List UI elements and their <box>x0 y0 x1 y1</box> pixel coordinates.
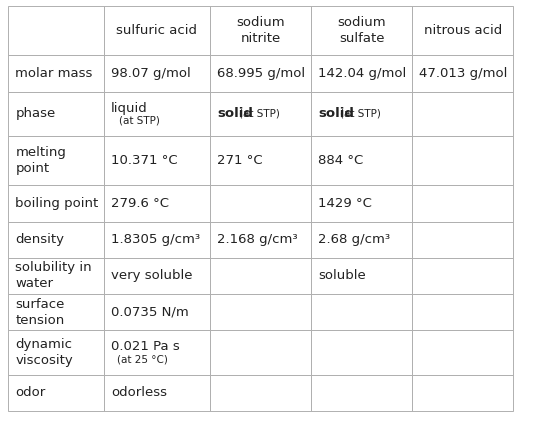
Text: 2.68 g/cm³: 2.68 g/cm³ <box>318 233 390 246</box>
Bar <box>104 258 210 294</box>
Text: dynamic
viscosity: dynamic viscosity <box>15 338 73 367</box>
Bar <box>311 92 412 136</box>
Text: 0.0735 N/m: 0.0735 N/m <box>111 305 188 319</box>
Bar <box>210 185 311 222</box>
Text: sodium
nitrite: sodium nitrite <box>236 16 285 46</box>
Text: 47.013 g/mol: 47.013 g/mol <box>419 67 508 80</box>
Bar <box>210 6 311 55</box>
Text: 2.168 g/cm³: 2.168 g/cm³ <box>217 233 298 246</box>
Text: (at 25 °C): (at 25 °C) <box>117 354 168 364</box>
Bar <box>210 136 311 185</box>
Text: 884 °C: 884 °C <box>318 154 364 167</box>
Text: 142.04 g/mol: 142.04 g/mol <box>318 67 407 80</box>
Bar <box>412 55 513 92</box>
Bar <box>210 330 311 375</box>
Text: 1.8305 g/cm³: 1.8305 g/cm³ <box>111 233 200 246</box>
Bar <box>412 136 513 185</box>
Bar <box>412 375 513 411</box>
Bar <box>8 375 104 411</box>
Bar <box>104 185 210 222</box>
Text: very soluble: very soluble <box>111 269 192 282</box>
Text: liquid: liquid <box>111 102 147 115</box>
Text: sodium
sulfate: sodium sulfate <box>337 16 386 46</box>
Text: 279.6 °C: 279.6 °C <box>111 197 169 210</box>
Bar <box>412 258 513 294</box>
Bar <box>104 294 210 330</box>
Bar <box>8 185 104 222</box>
Bar <box>210 294 311 330</box>
Text: solid: solid <box>318 107 354 121</box>
Bar <box>311 222 412 258</box>
Bar <box>104 55 210 92</box>
Bar <box>210 55 311 92</box>
Bar <box>311 294 412 330</box>
Text: 98.07 g/mol: 98.07 g/mol <box>111 67 191 80</box>
Text: density: density <box>15 233 64 246</box>
Text: boiling point: boiling point <box>15 197 98 210</box>
Text: 68.995 g/mol: 68.995 g/mol <box>217 67 305 80</box>
Text: odor: odor <box>15 386 45 400</box>
Bar <box>311 185 412 222</box>
Bar <box>8 6 104 55</box>
Text: melting
point: melting point <box>15 146 66 176</box>
Bar <box>104 222 210 258</box>
Bar <box>8 330 104 375</box>
Text: phase: phase <box>15 107 56 121</box>
Bar <box>311 330 412 375</box>
Text: 0.021 Pa s: 0.021 Pa s <box>111 340 180 353</box>
Bar <box>412 330 513 375</box>
Bar <box>8 294 104 330</box>
Text: (at STP): (at STP) <box>239 109 280 119</box>
Bar <box>412 185 513 222</box>
Bar <box>104 6 210 55</box>
Bar <box>311 6 412 55</box>
Bar <box>104 136 210 185</box>
Bar <box>104 330 210 375</box>
Bar <box>8 258 104 294</box>
Bar <box>412 294 513 330</box>
Text: (at STP): (at STP) <box>340 109 381 119</box>
Text: 271 °C: 271 °C <box>217 154 263 167</box>
Text: nitrous acid: nitrous acid <box>424 24 502 37</box>
Bar <box>210 92 311 136</box>
Bar <box>8 136 104 185</box>
Bar <box>210 222 311 258</box>
Bar <box>311 136 412 185</box>
Bar <box>412 92 513 136</box>
Bar <box>412 6 513 55</box>
Text: molar mass: molar mass <box>15 67 93 80</box>
Bar <box>8 92 104 136</box>
Text: (at STP): (at STP) <box>119 116 160 126</box>
Bar <box>104 92 210 136</box>
Bar <box>104 375 210 411</box>
Text: solid: solid <box>217 107 253 121</box>
Bar <box>8 222 104 258</box>
Text: sulfuric acid: sulfuric acid <box>116 24 198 37</box>
Text: odorless: odorless <box>111 386 167 400</box>
Text: 1429 °C: 1429 °C <box>318 197 372 210</box>
Bar <box>8 55 104 92</box>
Text: solubility in
water: solubility in water <box>15 261 92 291</box>
Text: surface
tension: surface tension <box>15 297 64 327</box>
Text: 10.371 °C: 10.371 °C <box>111 154 177 167</box>
Bar <box>210 258 311 294</box>
Text: soluble: soluble <box>318 269 366 282</box>
Bar <box>311 258 412 294</box>
Bar <box>412 222 513 258</box>
Bar <box>311 55 412 92</box>
Bar <box>210 375 311 411</box>
Bar <box>311 375 412 411</box>
